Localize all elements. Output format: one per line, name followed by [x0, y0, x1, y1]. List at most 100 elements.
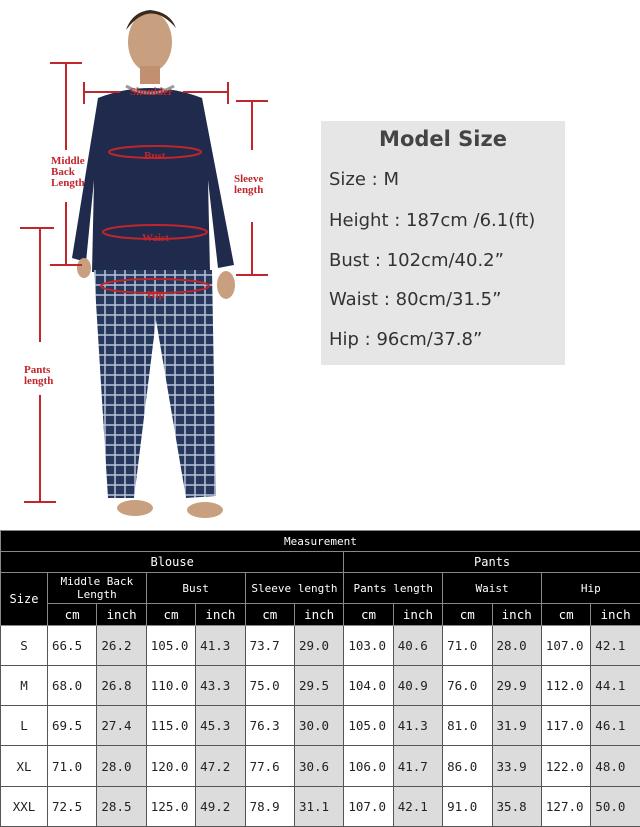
value-cell: 66.5 [46, 624, 98, 666]
value-cell: 103.0 [343, 624, 394, 666]
value-cell: 45.3 [195, 705, 246, 747]
value-cell: 28.0 [491, 624, 542, 666]
value-cell: 117.0 [540, 705, 592, 747]
value-cell: 44.1 [590, 664, 640, 707]
unit-header: inch [491, 603, 542, 626]
value-cell: 49.2 [195, 785, 246, 827]
model-bust-row: Bust : 102cm/40.2” [329, 250, 504, 271]
value-cell: 35.8 [491, 785, 542, 827]
value-cell: 41.3 [195, 624, 246, 666]
value-cell: 91.0 [442, 785, 493, 827]
unit-header: inch [392, 603, 444, 626]
value-cell: 86.0 [442, 745, 493, 787]
table-row: S 66.5 26.2 105.0 41.3 73.7 29.0 103.0 40.6 71.0 2… [0, 624, 640, 666]
bust-label: Bust [144, 150, 166, 162]
value-cell: 28.5 [96, 785, 147, 827]
value-cell: 26.8 [96, 664, 147, 707]
value-cell: 46.1 [590, 705, 640, 747]
value-cell: 42.1 [590, 624, 640, 666]
model-waist-row: Waist : 80cm/31.5” [329, 289, 502, 310]
value-cell: 41.3 [392, 705, 444, 747]
value-cell: 78.9 [244, 785, 295, 827]
model-height-row: Height : 187cm /6.1(ft) [329, 210, 536, 231]
size-header: Size [0, 572, 48, 626]
value-cell: 76.0 [442, 664, 493, 707]
unit-header: cm [442, 603, 493, 626]
measure-header: Hip [540, 572, 640, 605]
model-hip-row: Hip : 96cm/37.8” [329, 329, 483, 350]
table-row: XL 71.0 28.0 120.0 47.2 77.6 30.6 106.0 41.7 86.0… [0, 745, 640, 787]
value-cell: 43.3 [195, 664, 246, 707]
size-cell: XL [0, 745, 48, 787]
value-cell: 42.1 [392, 785, 444, 827]
value-cell: 47.2 [195, 745, 246, 787]
measure-header: Bust [145, 572, 246, 605]
value-cell: 69.5 [46, 705, 98, 747]
waist-label: Waist [142, 232, 169, 244]
value-cell: 77.6 [244, 745, 295, 787]
value-cell: 41.7 [392, 745, 444, 787]
value-cell: 48.0 [590, 745, 640, 787]
value-cell: 29.5 [293, 664, 345, 707]
value-cell: 112.0 [540, 664, 592, 707]
measure-header: Waist [442, 572, 542, 605]
model-size-row: Size : M [329, 169, 399, 190]
value-cell: 71.0 [46, 745, 98, 787]
value-cell: 50.0 [590, 785, 640, 827]
value-cell: 30.6 [293, 745, 345, 787]
value-cell: 29.9 [491, 664, 542, 707]
unit-header: inch [590, 603, 640, 626]
value-cell: 33.9 [491, 745, 542, 787]
value-cell: 26.2 [96, 624, 147, 666]
value-cell: 81.0 [442, 705, 493, 747]
table-row: XXL 72.5 28.5 125.0 49.2 78.9 31.1 107.0 42.1 91.… [0, 785, 640, 827]
value-cell: 71.0 [442, 624, 493, 666]
value-cell: 105.0 [145, 624, 197, 666]
value-cell: 104.0 [343, 664, 394, 707]
value-cell: 110.0 [145, 664, 197, 707]
sleeve-length-label: Sleeve length [234, 173, 264, 196]
value-cell: 120.0 [145, 745, 197, 787]
table-row: M 68.0 26.8 110.0 43.3 75.0 29.5 104.0 40.9 76.0 2… [0, 664, 640, 707]
unit-header: cm [540, 603, 592, 626]
value-cell: 73.7 [244, 624, 295, 666]
value-cell: 76.3 [244, 705, 295, 747]
value-cell: 107.0 [540, 624, 592, 666]
unit-header: inch [96, 603, 147, 626]
value-cell: 122.0 [540, 745, 592, 787]
group-pants: Pants [343, 551, 640, 574]
size-cell: S [0, 624, 48, 666]
value-cell: 31.1 [293, 785, 345, 827]
value-cell: 105.0 [343, 705, 394, 747]
unit-header: cm [244, 603, 295, 626]
unit-header: cm [145, 603, 197, 626]
size-chart-table: Measurement Blouse Pants Size Middle Bac… [0, 529, 640, 827]
value-cell: 28.0 [96, 745, 147, 787]
unit-header: cm [46, 603, 98, 626]
value-cell: 125.0 [145, 785, 197, 827]
pants-length-label: Pants length [24, 364, 54, 387]
value-cell: 31.9 [491, 705, 542, 747]
value-cell: 107.0 [343, 785, 394, 827]
value-cell: 40.9 [392, 664, 444, 707]
model-size-panel: Model Size Size : M Height : 187cm /6.1(… [321, 121, 565, 365]
unit-header: inch [195, 603, 246, 626]
measure-header: Pants length [343, 572, 444, 605]
value-cell: 40.6 [392, 624, 444, 666]
size-guide-figure: Shoulder Bust Middle Back Length Sleeve … [0, 0, 320, 530]
value-cell: 27.4 [96, 705, 147, 747]
table-row: L 69.5 27.4 115.0 45.3 76.3 30.0 105.0 41.3 81.0 3… [0, 705, 640, 747]
group-blouse: Blouse [0, 551, 345, 574]
table-title: Measurement [0, 529, 640, 553]
value-cell: 72.5 [46, 785, 98, 827]
unit-header: cm [343, 603, 394, 626]
size-cell: M [0, 664, 48, 707]
value-cell: 30.0 [293, 705, 345, 747]
value-cell: 127.0 [540, 785, 592, 827]
shoulder-label: Shoulder [130, 86, 173, 98]
middle-back-length-label: Middle Back Length [51, 155, 85, 189]
unit-header: inch [293, 603, 345, 626]
value-cell: 29.0 [293, 624, 345, 666]
hip-label: Hip [147, 289, 165, 301]
model-size-title: Model Size [379, 127, 507, 151]
